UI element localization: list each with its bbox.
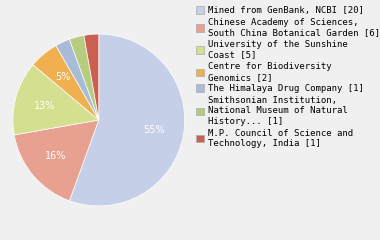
Text: 55%: 55% <box>143 125 165 135</box>
Wedge shape <box>14 120 99 201</box>
Wedge shape <box>33 46 99 120</box>
Legend: Mined from GenBank, NCBI [20], Chinese Academy of Sciences,
South China Botanica: Mined from GenBank, NCBI [20], Chinese A… <box>195 5 380 150</box>
Wedge shape <box>56 39 99 120</box>
Wedge shape <box>13 65 99 135</box>
Text: 5%: 5% <box>55 72 71 82</box>
Wedge shape <box>70 34 185 206</box>
Wedge shape <box>70 35 99 120</box>
Text: 13%: 13% <box>34 101 55 111</box>
Text: 16%: 16% <box>45 151 67 161</box>
Wedge shape <box>84 34 99 120</box>
